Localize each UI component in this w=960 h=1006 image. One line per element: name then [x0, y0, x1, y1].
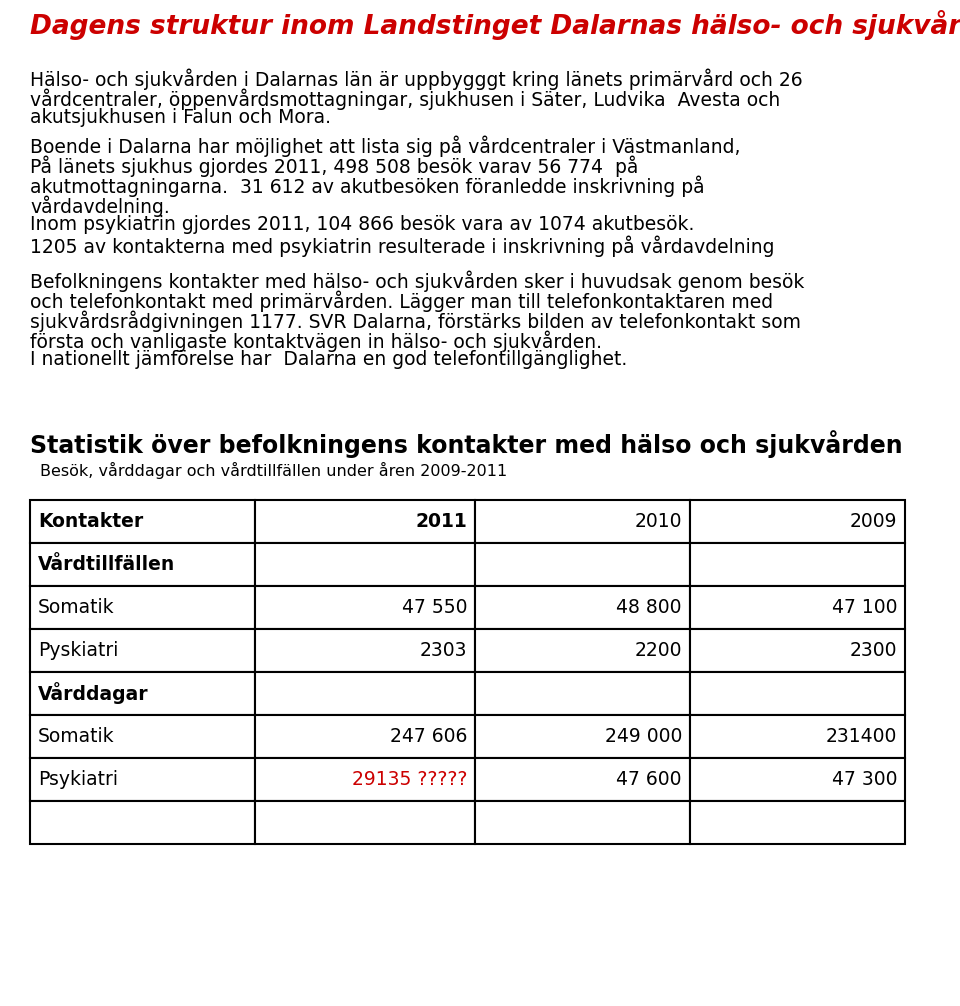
Text: 1205 av kontakterna med psykiatrin resulterade i inskrivning på vårdavdelning: 1205 av kontakterna med psykiatrin resul…	[30, 235, 775, 257]
Bar	[255, 586, 475, 629]
Bar	[690, 629, 905, 672]
Text: 231400: 231400	[826, 727, 897, 746]
Bar	[255, 629, 475, 672]
Text: I nationellt jämförelse har  Dalarna en god telefontillgänglighet.: I nationellt jämförelse har Dalarna en g…	[30, 350, 627, 369]
Text: 247 606: 247 606	[390, 727, 467, 746]
Bar	[690, 672, 905, 715]
Bar	[690, 758, 905, 801]
Text: Dagens struktur inom Landstinget Dalarnas hälso- och sjukvård: Dagens struktur inom Landstinget Dalarna…	[30, 10, 960, 40]
Bar	[255, 500, 475, 543]
Bar	[30, 672, 255, 715]
Text: 29135 ?????: 29135 ?????	[351, 770, 467, 789]
Bar	[475, 672, 690, 715]
Text: akutsjukhusen i Falun och Mora.: akutsjukhusen i Falun och Mora.	[30, 108, 331, 127]
Bar	[30, 543, 255, 586]
Text: 2300: 2300	[850, 641, 897, 660]
Bar	[690, 500, 905, 543]
Text: Besök, vårddagar och vårdtillfällen under åren 2009-2011: Besök, vårddagar och vårdtillfällen unde…	[40, 462, 507, 479]
Text: Kontakter: Kontakter	[38, 512, 143, 531]
Bar	[475, 758, 690, 801]
Bar	[475, 715, 690, 758]
Bar	[255, 715, 475, 758]
Text: Somatik: Somatik	[38, 727, 114, 746]
Bar	[475, 500, 690, 543]
Text: 48 800: 48 800	[616, 598, 682, 617]
Text: Vårdtillfällen: Vårdtillfällen	[38, 555, 176, 574]
Text: 2010: 2010	[635, 512, 682, 531]
Text: vårdavdelning.: vårdavdelning.	[30, 195, 170, 216]
Text: 47 550: 47 550	[401, 598, 467, 617]
Text: 2303: 2303	[420, 641, 467, 660]
Bar	[690, 801, 905, 844]
Bar	[690, 715, 905, 758]
Text: 47 100: 47 100	[831, 598, 897, 617]
Bar	[30, 500, 255, 543]
Text: akutmottagningarna.  31 612 av akutbesöken föranledde inskrivning på: akutmottagningarna. 31 612 av akutbesöke…	[30, 175, 705, 196]
Bar	[690, 586, 905, 629]
Bar	[30, 801, 255, 844]
Text: Vårddagar: Vårddagar	[38, 682, 149, 704]
Text: Befolkningens kontakter med hälso- och sjukvården sker i huvudsak genom besök: Befolkningens kontakter med hälso- och s…	[30, 270, 804, 292]
Text: Inom psykiatrin gjordes 2011, 104 866 besök vara av 1074 akutbesök.: Inom psykiatrin gjordes 2011, 104 866 be…	[30, 215, 694, 234]
Bar	[255, 672, 475, 715]
Text: 249 000: 249 000	[605, 727, 682, 746]
Bar	[255, 801, 475, 844]
Bar	[475, 586, 690, 629]
Text: och telefonkontakt med primärvården. Lägger man till telefonkontaktaren med: och telefonkontakt med primärvården. Läg…	[30, 290, 773, 312]
Text: Pyskiatri: Pyskiatri	[38, 641, 118, 660]
Bar	[255, 758, 475, 801]
Bar	[30, 715, 255, 758]
Text: 2011: 2011	[416, 512, 467, 531]
Bar	[30, 758, 255, 801]
Text: första och vanligaste kontaktvägen in hälso- och sjukvården.: första och vanligaste kontaktvägen in hä…	[30, 330, 602, 351]
Text: sjukvårdsrådgivningen 1177. SVR Dalarna, förstärks bilden av telefonkontakt som: sjukvårdsrådgivningen 1177. SVR Dalarna,…	[30, 310, 801, 332]
Bar	[475, 629, 690, 672]
Text: vårdcentraler, öppenvårdsmottagningar, sjukhusen i Säter, Ludvika  Avesta och: vårdcentraler, öppenvårdsmottagningar, s…	[30, 88, 780, 110]
Text: 47 300: 47 300	[831, 770, 897, 789]
Bar	[30, 629, 255, 672]
Text: 47 600: 47 600	[616, 770, 682, 789]
Bar	[30, 586, 255, 629]
Text: Psykiatri: Psykiatri	[38, 770, 118, 789]
Text: Hälso- och sjukvården i Dalarnas län är uppbygggt kring länets primärvård och 26: Hälso- och sjukvården i Dalarnas län är …	[30, 68, 803, 90]
Text: Boende i Dalarna har möjlighet att lista sig på vårdcentraler i Västmanland,: Boende i Dalarna har möjlighet att lista…	[30, 135, 740, 157]
Text: 2200: 2200	[635, 641, 682, 660]
Text: Statistik över befolkningens kontakter med hälso och sjukvården: Statistik över befolkningens kontakter m…	[30, 430, 902, 458]
Bar	[475, 543, 690, 586]
Bar	[690, 543, 905, 586]
Bar	[255, 543, 475, 586]
Text: Somatik: Somatik	[38, 598, 114, 617]
Text: På länets sjukhus gjordes 2011, 498 508 besök varav 56 774  på: På länets sjukhus gjordes 2011, 498 508 …	[30, 155, 638, 176]
Text: 2009: 2009	[850, 512, 897, 531]
Bar	[475, 801, 690, 844]
